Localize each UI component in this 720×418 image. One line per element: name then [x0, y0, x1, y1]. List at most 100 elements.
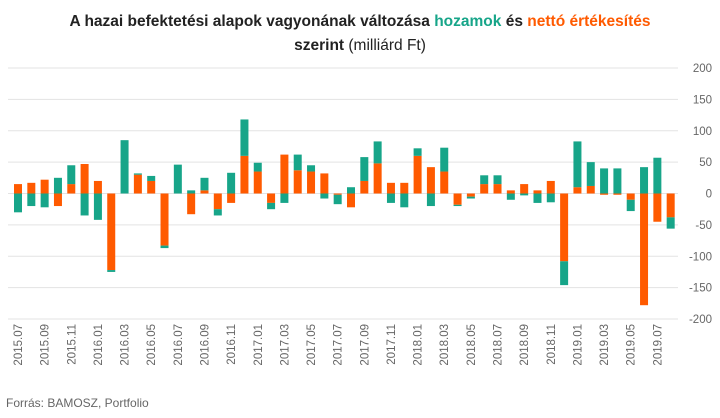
bar-hozam	[533, 193, 542, 203]
x-tick-label: 2017.05	[306, 324, 318, 366]
bar-hozam	[227, 172, 236, 194]
bar-hozam	[493, 175, 502, 185]
y-tick-label: 150	[693, 94, 712, 106]
bar-netto	[653, 193, 662, 222]
bar-netto	[440, 171, 449, 194]
y-tick-label: 100	[693, 126, 712, 138]
bar-netto	[14, 184, 22, 194]
bar-hozam	[40, 193, 49, 208]
bar-netto	[40, 179, 49, 194]
bar-hozam	[600, 168, 609, 194]
bar-netto	[560, 193, 569, 262]
bar-netto	[213, 193, 222, 210]
bar-hozam	[386, 193, 395, 203]
bar-hozam	[107, 270, 116, 272]
bar-hozam	[426, 193, 435, 207]
bar-netto	[67, 184, 76, 194]
x-tick-label: 2016.11	[226, 324, 238, 365]
bar-netto	[293, 170, 302, 194]
x-tick-label: 2015.11	[66, 324, 78, 365]
bar-netto	[253, 171, 262, 194]
bar-hozam	[400, 193, 409, 208]
bar-netto	[640, 193, 649, 306]
x-tick-label: 2017.09	[359, 324, 371, 366]
x-tick-label: 2015.07	[13, 324, 25, 366]
y-tick-label: -150	[689, 283, 712, 295]
bar-hozam	[93, 193, 102, 220]
bar-netto	[307, 171, 316, 194]
x-tick-label: 2016.09	[199, 324, 211, 366]
bar-netto	[147, 180, 156, 194]
bar-hozam	[67, 165, 76, 185]
x-tick-label: 2017.01	[253, 324, 265, 366]
bar-hozam	[267, 202, 276, 210]
bar-hozam	[173, 164, 182, 194]
bar-netto	[386, 182, 395, 194]
bar-netto	[573, 187, 582, 194]
bar-netto	[426, 167, 435, 194]
bar-netto	[80, 164, 89, 194]
bar-netto	[360, 180, 369, 194]
y-tick-label: 0	[706, 189, 712, 201]
y-tick-label: 50	[699, 157, 712, 169]
x-tick-label: 2018.11	[546, 324, 558, 365]
bar-netto	[506, 190, 515, 194]
bar-netto	[453, 193, 462, 205]
bar-netto	[613, 193, 622, 195]
title-text-1: A hazai befektetési alapok vagyonának vá…	[69, 13, 430, 30]
bar-hozam	[573, 141, 582, 188]
x-tick-label: 2017.11	[386, 324, 398, 365]
bar-netto	[347, 193, 355, 208]
source-note: Forrás: BAMOSZ, Portfolio	[6, 396, 149, 410]
bar-hozam	[213, 209, 222, 216]
bar-netto	[107, 193, 116, 271]
bar-hozam	[253, 162, 262, 172]
x-tick-label: 2018.03	[439, 324, 451, 366]
bar-hozam	[520, 193, 529, 196]
bar-hozam	[280, 193, 289, 203]
bar-hozam	[200, 177, 209, 191]
title-netto: nettó értékesítés	[527, 13, 651, 30]
bar-hozam	[187, 190, 196, 194]
bar-netto	[93, 180, 102, 194]
bar-netto	[267, 193, 276, 203]
bar-hozam	[546, 193, 555, 203]
y-tick-label: 200	[693, 63, 712, 75]
x-tick-label: 2019.05	[626, 324, 638, 366]
bar-netto	[466, 193, 475, 197]
bar-netto	[53, 193, 62, 207]
bar-netto	[160, 193, 169, 246]
bar-hozam	[413, 148, 422, 156]
bar-hozam	[360, 157, 369, 181]
bar-hozam	[27, 193, 36, 207]
bar-netto	[586, 185, 595, 194]
bar-hozam	[333, 194, 342, 205]
bar-netto	[240, 155, 249, 194]
bar-hozam	[307, 165, 316, 172]
bar-hozam	[626, 199, 635, 212]
x-tick-label: 2016.01	[93, 324, 105, 366]
bar-hozam	[240, 119, 249, 156]
bar-hozam	[653, 157, 662, 194]
bar-hozam	[53, 177, 62, 194]
bar-hozam	[120, 140, 129, 194]
x-tick-label: 2017.07	[333, 324, 345, 366]
title-unit: (milliárd Ft)	[348, 37, 426, 54]
bar-hozam	[440, 147, 449, 172]
bar-netto	[520, 184, 529, 194]
x-tick-label: 2016.03	[120, 324, 132, 366]
x-tick-label: 2018.09	[519, 324, 531, 366]
bar-hozam	[506, 193, 515, 200]
bar-hozam	[640, 167, 649, 194]
x-tick-label: 2016.05	[146, 324, 158, 366]
bar-hozam	[666, 217, 675, 229]
x-tick-label: 2016.07	[173, 324, 185, 366]
bar-hozam	[320, 193, 329, 199]
chart-title: A hazai befektetési alapok vagyonának vá…	[0, 10, 720, 58]
y-tick-label: -100	[689, 251, 712, 263]
bar-hozam	[373, 141, 382, 164]
x-tick-label: 2019.01	[572, 324, 584, 366]
bar-netto	[280, 154, 289, 194]
bar-netto	[187, 193, 196, 215]
